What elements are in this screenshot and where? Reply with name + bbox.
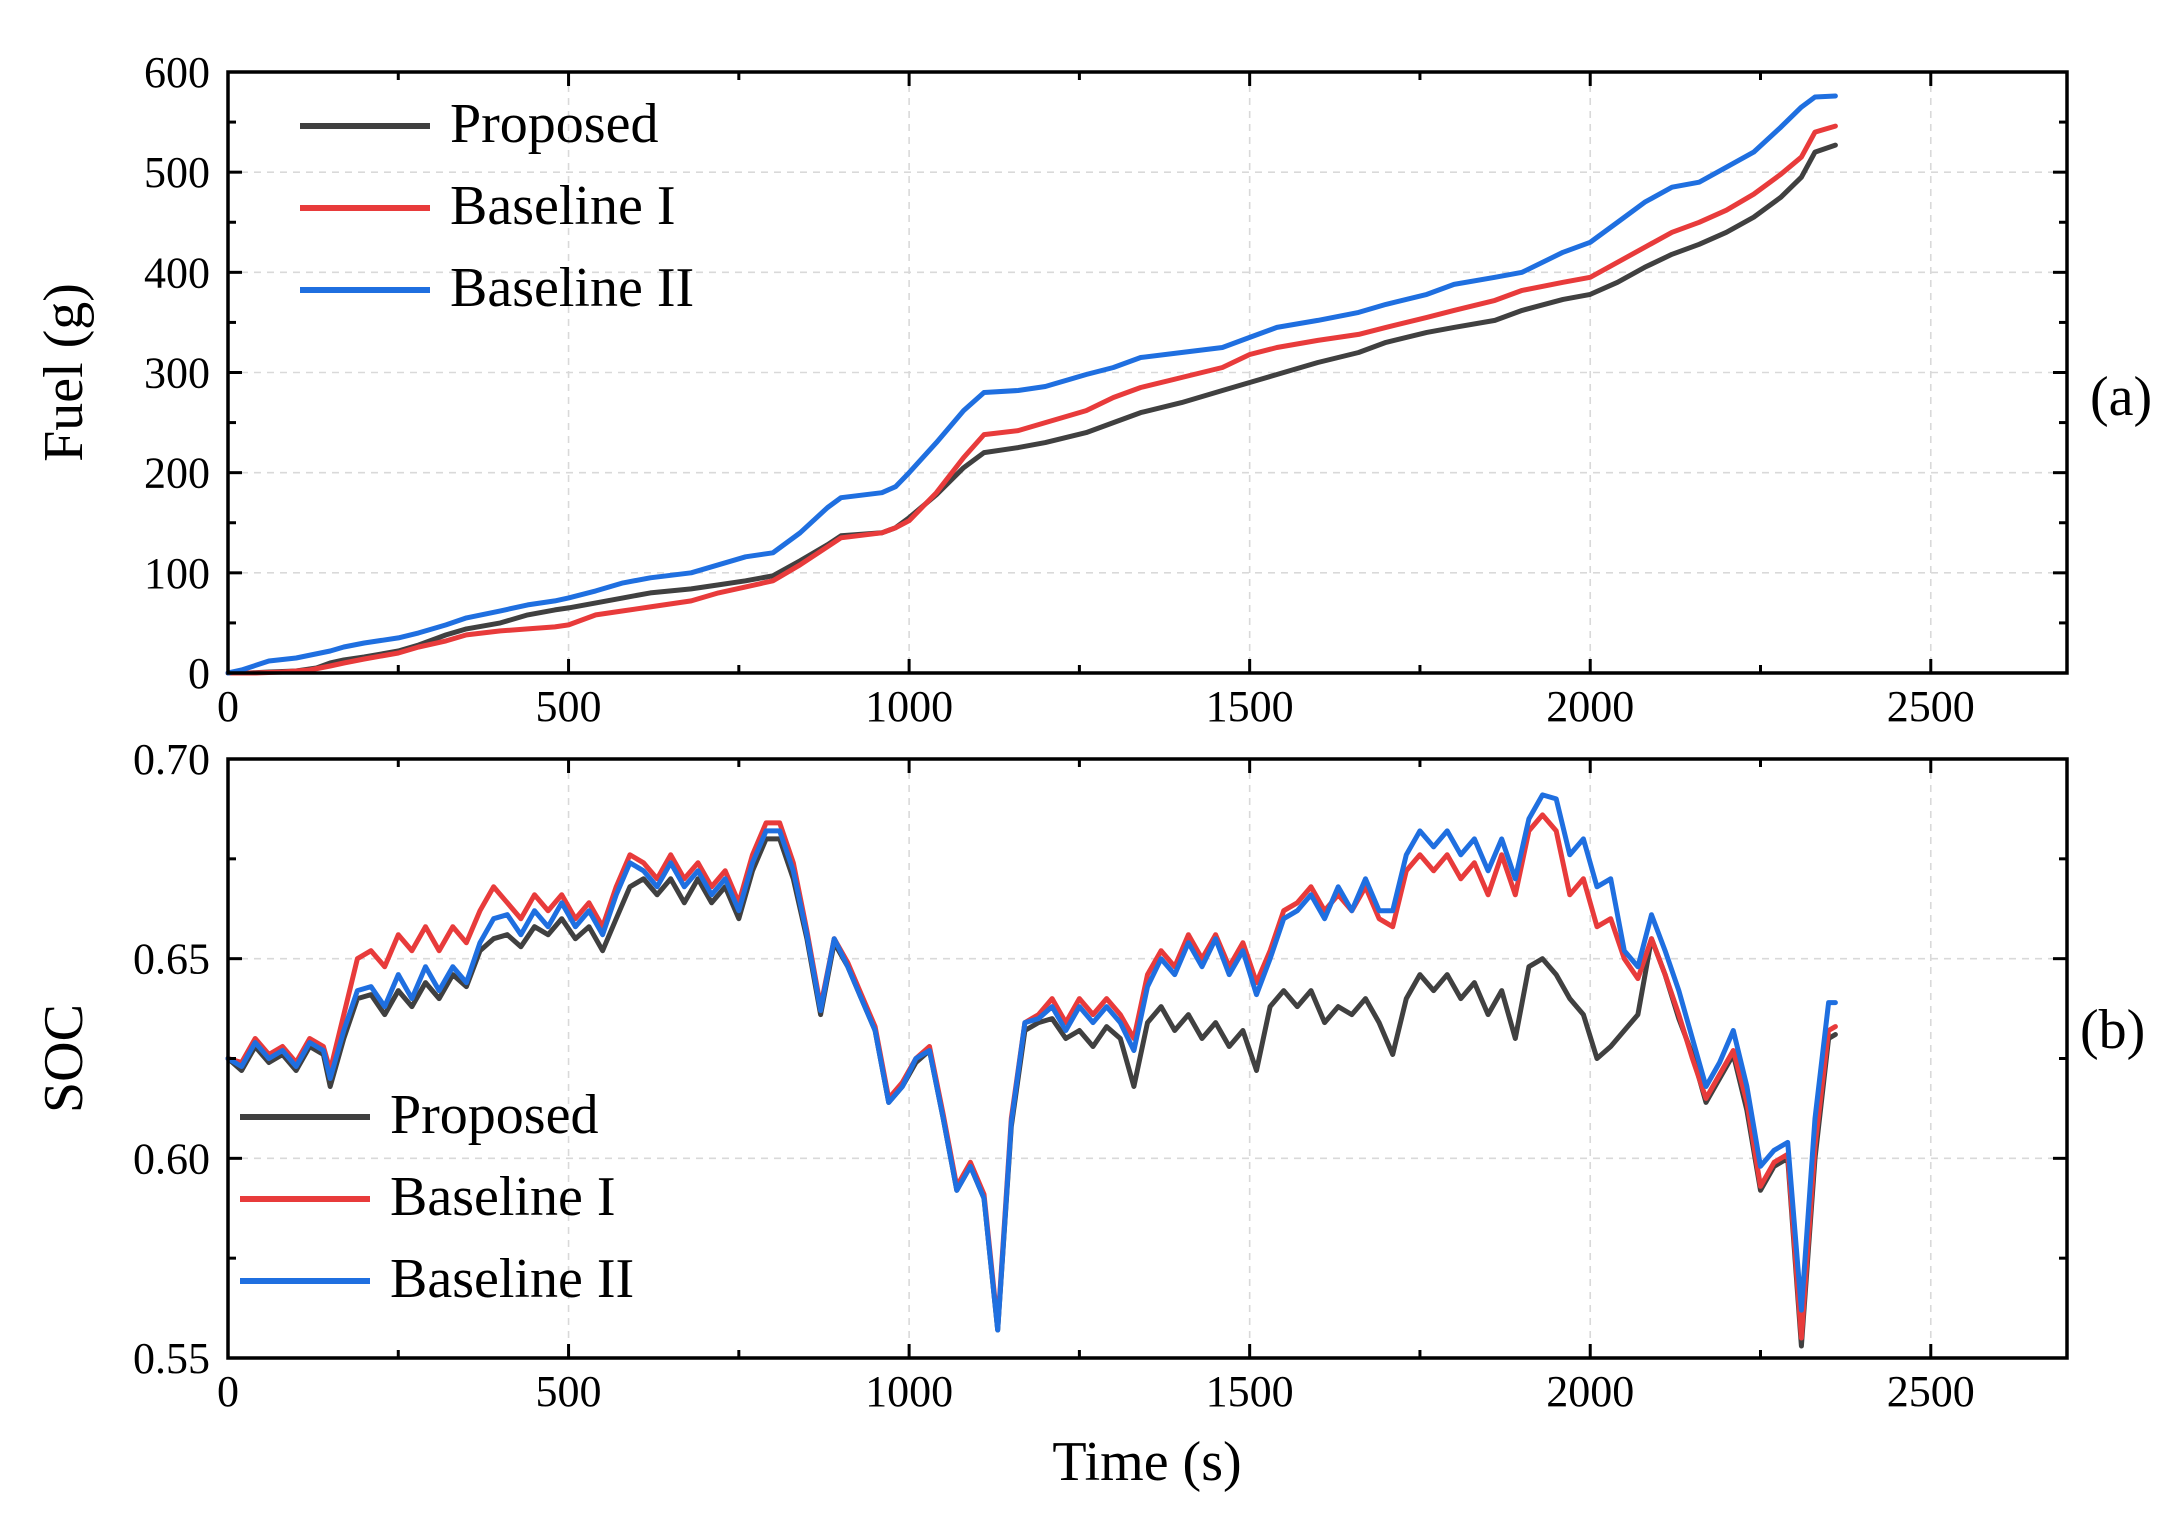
legend-label: Baseline II (390, 1248, 634, 1310)
series-line-baseline-ii (225, 93, 1838, 676)
panel-label: (a) (2090, 366, 2152, 428)
series-line-baseline-i (225, 123, 1838, 676)
y-tick-label: 0.65 (133, 935, 210, 984)
x-tick-label: 2500 (1887, 1367, 1975, 1416)
y-tick-label: 500 (144, 148, 210, 197)
x-tick-label: 500 (536, 682, 602, 731)
x-tick-label: 0 (217, 1367, 239, 1416)
legend-label: Baseline II (450, 257, 694, 319)
series-line-proposed (225, 836, 1838, 1349)
x-tick-label: 1000 (865, 1367, 953, 1416)
series-line-baseline-ii (225, 792, 1838, 1333)
fuel-panel: 0 500 1000 1500 2000 2500 0 100 200 300 400 500 600 F… (33, 48, 2152, 731)
y-tick-label: 600 (144, 48, 210, 97)
y-tick-label: 100 (144, 549, 210, 598)
legend-label: Proposed (390, 1084, 598, 1146)
soc-panel: 0 500 1000 1500 2000 2500 0.55 0.60 0.65 0.70 SOC T… (33, 735, 2145, 1493)
legend-label: Baseline I (390, 1166, 615, 1228)
series-line-proposed (225, 142, 1838, 676)
y-tick-label: 0.70 (133, 735, 210, 784)
x-tick-label: 1000 (865, 682, 953, 731)
y-tick-label: 300 (144, 349, 210, 398)
y-tick-label: 0.55 (133, 1334, 210, 1383)
y-axis-title: Fuel (g) (33, 283, 95, 462)
legend: Proposed Baseline I Baseline II (300, 93, 694, 319)
legend-label: Baseline I (450, 175, 675, 237)
y-tick-label: 200 (144, 449, 210, 498)
legend-label: Proposed (450, 93, 658, 155)
y-axis-title: SOC (33, 1004, 95, 1113)
legend: Proposed Baseline I Baseline II (240, 1084, 634, 1310)
x-tick-label: 2500 (1887, 682, 1975, 731)
x-tick-label: 1500 (1206, 1367, 1294, 1416)
y-tick-label: 0 (188, 649, 210, 698)
x-tick-label: 2000 (1546, 682, 1634, 731)
x-tick-label: 0 (217, 682, 239, 731)
x-tick-label: 2000 (1546, 1367, 1634, 1416)
x-tick-label: 500 (536, 1367, 602, 1416)
y-tick-label: 400 (144, 248, 210, 297)
x-axis-title: Time (s) (1052, 1431, 1241, 1493)
x-tick-label: 1500 (1206, 682, 1294, 731)
y-tick-label: 0.60 (133, 1134, 210, 1183)
panel-label: (b) (2080, 999, 2145, 1061)
